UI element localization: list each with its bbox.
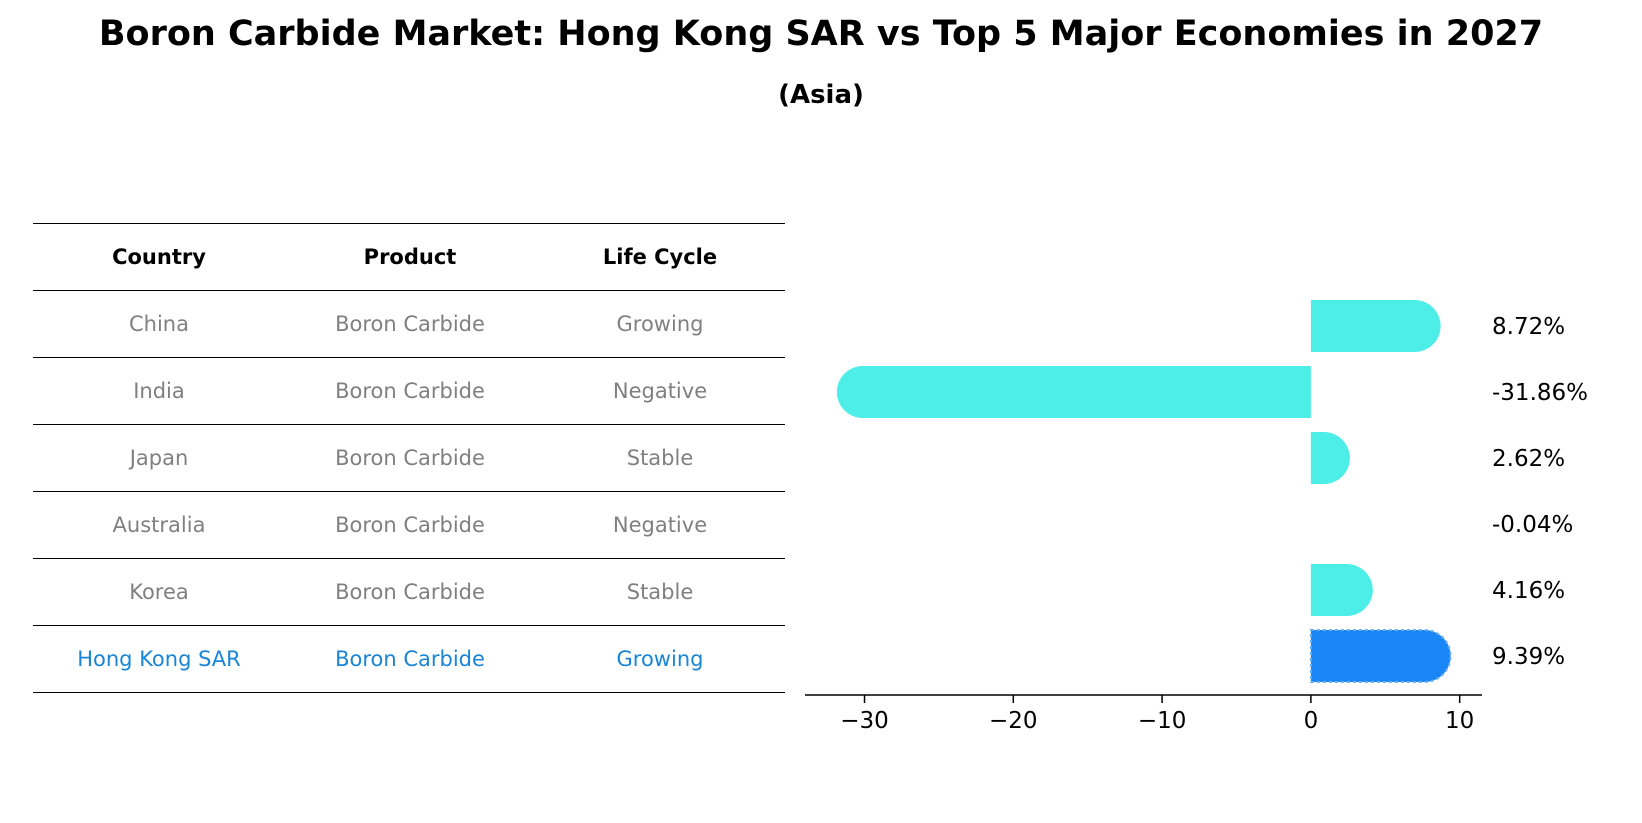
life-cycle-cell: Negative bbox=[612, 513, 708, 537]
product-cell: Boron Carbide bbox=[335, 312, 485, 336]
table-row: Australia Boron Carbide Negative bbox=[33, 491, 785, 558]
table-row: China Boron Carbide Growing bbox=[33, 290, 785, 357]
table-row: Korea Boron Carbide Stable bbox=[33, 558, 785, 625]
market-table: Country Product Life Cycle China Boron C… bbox=[33, 223, 785, 693]
data-label: 4.16% bbox=[1492, 578, 1565, 604]
header-product: Product bbox=[363, 245, 457, 269]
x-tick-label: 0 bbox=[1304, 708, 1319, 734]
bar-india bbox=[836, 366, 1311, 418]
x-tick-label: −30 bbox=[840, 708, 889, 734]
data-label: 8.72% bbox=[1492, 314, 1565, 340]
country-cell: Japan bbox=[129, 446, 189, 470]
chart-title: Boron Carbide Market: Hong Kong SAR vs T… bbox=[98, 14, 1544, 54]
x-tick-label: 10 bbox=[1445, 708, 1474, 734]
table-row: India Boron Carbide Negative bbox=[33, 357, 785, 424]
life-cycle-cell: Growing bbox=[616, 647, 704, 671]
life-cycle-cell: Negative bbox=[612, 379, 708, 403]
product-cell: Boron Carbide bbox=[335, 580, 485, 604]
bar-korea bbox=[1310, 564, 1373, 616]
table-row: Japan Boron Carbide Stable bbox=[33, 424, 785, 491]
life-cycle-cell: Stable bbox=[626, 580, 694, 604]
data-label: 9.39% bbox=[1492, 644, 1565, 670]
country-cell: Hong Kong SAR bbox=[77, 647, 241, 671]
table-header-row: Country Product Life Cycle bbox=[33, 223, 785, 290]
life-cycle-cell: Growing bbox=[616, 312, 704, 336]
table-row-highlighted: Hong Kong SAR Boron Carbide Growing bbox=[33, 625, 785, 693]
data-label: -0.04% bbox=[1492, 512, 1573, 538]
bar-hong-kong-sar bbox=[1309, 629, 1452, 683]
country-cell: Korea bbox=[129, 580, 189, 604]
country-cell: Australia bbox=[112, 513, 206, 537]
product-cell: Boron Carbide bbox=[335, 379, 485, 403]
country-cell: China bbox=[129, 312, 189, 336]
x-tick-label: −20 bbox=[989, 708, 1038, 734]
header-country: Country bbox=[112, 245, 206, 269]
country-cell: India bbox=[133, 379, 185, 403]
header-life-cycle: Life Cycle bbox=[602, 245, 718, 269]
bar-japan bbox=[1310, 432, 1350, 484]
data-label: -31.86% bbox=[1492, 380, 1588, 406]
life-cycle-cell: Stable bbox=[626, 446, 694, 470]
chart-subtitle: (Asia) bbox=[778, 80, 864, 110]
x-tick-label: −10 bbox=[1138, 708, 1187, 734]
bar-china bbox=[1310, 300, 1441, 352]
product-cell: Boron Carbide bbox=[335, 446, 485, 470]
product-cell: Boron Carbide bbox=[335, 513, 485, 537]
product-cell: Boron Carbide bbox=[335, 647, 485, 671]
data-label: 2.62% bbox=[1492, 446, 1565, 472]
